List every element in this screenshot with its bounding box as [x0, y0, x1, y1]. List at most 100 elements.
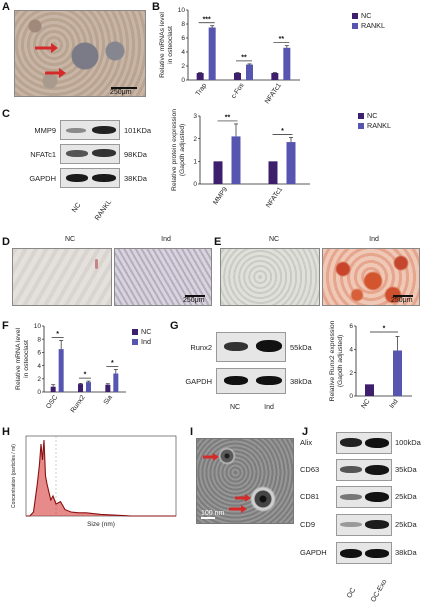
blot-row-label: Runx2 [190, 343, 212, 352]
x-tick-label: NFATc1 [265, 186, 284, 209]
legend-swatch [352, 23, 358, 29]
bar [196, 73, 204, 80]
blot-kda-label: 25kDa [395, 492, 417, 501]
blot-kda-label: 38KDa [124, 174, 147, 183]
scale-bar [111, 87, 137, 89]
legend-label: Ind [141, 337, 151, 346]
y-axis-label: Relative protein expression [171, 109, 178, 191]
blot-band [365, 465, 389, 475]
y-tick-label: 10 [34, 323, 42, 330]
micrograph-pair-e: NC Ind 250μm [216, 236, 424, 316]
blot-strip [60, 120, 120, 140]
scale-bar [185, 295, 205, 297]
image-caption: NC [64, 236, 76, 243]
bar [246, 64, 253, 80]
chart-h: Size (nm) Concentration (particles / ml) [8, 432, 186, 536]
blot-row-label: CD9 [300, 520, 316, 529]
significance-mark: * [84, 372, 87, 379]
significance-mark: ** [279, 36, 285, 43]
panel-label-j: J [302, 426, 309, 438]
y-tick-label: 6 [349, 323, 353, 330]
blot-row-label: GAPDH [185, 377, 212, 386]
scale-label: 100 nm [201, 510, 225, 517]
bar [105, 384, 111, 392]
legend-swatch [132, 339, 138, 345]
x-tick-label: Trap [195, 82, 209, 97]
y-tick-label: 2 [37, 376, 41, 383]
micrograph-e-ind: 250μm [322, 248, 420, 306]
bar [208, 27, 216, 80]
y-tick-label: 6 [181, 35, 185, 42]
blot-band [92, 126, 116, 134]
micrograph-pair-d: NC Ind 250μm [8, 236, 212, 316]
y-tick-label: 0 [193, 181, 197, 188]
arrow-icon [35, 43, 58, 53]
blot-band [66, 150, 88, 157]
y-tick-label: 0 [181, 77, 185, 84]
bar [86, 382, 91, 392]
x-tick-label: Runx2 [70, 394, 87, 414]
bar [286, 142, 296, 184]
blot-band [256, 340, 282, 352]
lane-label: OC [346, 586, 358, 600]
blot-band [365, 438, 389, 448]
legend-swatch [358, 113, 364, 119]
bar [393, 350, 402, 396]
scale-label: 250μm [391, 297, 413, 304]
x-axis-label: Size (nm) [87, 521, 115, 528]
panel-label-a: A [2, 1, 10, 13]
arrow-icon [203, 453, 219, 461]
blot-band [92, 149, 116, 157]
bar [113, 373, 119, 392]
significance-mark: * [56, 331, 59, 338]
blot-band [365, 520, 389, 529]
y-tick-label: 0 [37, 389, 41, 396]
blot-band [365, 549, 389, 558]
legend-label: RANKL [367, 121, 391, 130]
blot-kda-label: 98KDa [124, 150, 147, 159]
legend-swatch [132, 329, 138, 335]
lane-label: RANKL [94, 198, 114, 223]
arrow-icon [229, 505, 247, 513]
x-tick-label: NFATc1 [264, 82, 283, 104]
arrow-icon [45, 68, 66, 78]
blot-strip [336, 542, 392, 564]
scale-label: 250μm [110, 89, 132, 96]
y-tick-label: 4 [181, 49, 185, 56]
blot-kda-label: 38kDa [395, 548, 417, 557]
bar [283, 47, 291, 80]
y-tick-label: 0 [349, 393, 353, 400]
blot-band [256, 376, 282, 385]
series-line [26, 439, 176, 517]
y-tick-label: 2 [349, 370, 353, 377]
legend-label: RANKL [361, 21, 385, 30]
blot-strip [336, 486, 392, 508]
bar [268, 161, 278, 184]
blot-j: Alix CD63 CD81 CD9 GAPDH 100kDa 35kDa 25… [300, 430, 424, 604]
legend-swatch [358, 123, 364, 129]
x-tick-label: Ind [388, 398, 399, 410]
blot-kda-label: 25kDa [395, 520, 417, 529]
bar [78, 384, 83, 392]
blot-strip [336, 432, 392, 454]
significance-mark: * [383, 326, 386, 333]
y-tick-label: 10 [178, 7, 186, 14]
significance-mark: * [281, 128, 284, 135]
blot-row-label: MMP9 [34, 126, 56, 135]
chart-b: 0 2 4 6 8 10 *** Trap ** c-Fos ** NFATc1 Relative mR… [152, 4, 424, 105]
blot-band [340, 522, 362, 527]
x-tick-label: OSC [45, 394, 59, 410]
y-axis-label: in osteoclast [167, 26, 174, 64]
blot-band [224, 342, 248, 351]
blot-band [340, 466, 362, 473]
blot-band [365, 492, 389, 502]
micrograph-e-nc [220, 248, 320, 306]
y-axis-label: (Gapdh adjusted) [179, 124, 186, 177]
blot-band [340, 438, 362, 447]
tem-image-i: 100 nm [196, 438, 294, 524]
blot-kda-label: 101KDa [124, 126, 152, 135]
blot-row-label: CD63 [300, 465, 320, 474]
bar [271, 73, 279, 80]
blot-strip [336, 514, 392, 536]
bar [234, 73, 241, 80]
